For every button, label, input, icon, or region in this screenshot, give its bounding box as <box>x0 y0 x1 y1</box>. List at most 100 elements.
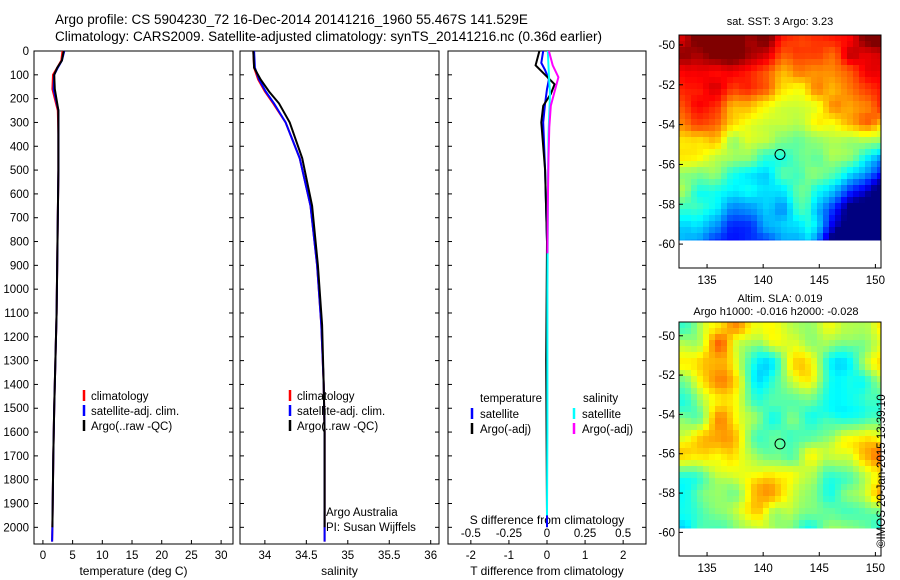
heatmap-cell <box>691 364 698 371</box>
heatmap-cell <box>823 149 830 156</box>
heatmap-cell <box>853 179 860 186</box>
heatmap-cell <box>745 418 752 425</box>
heatmap-cell <box>697 370 704 377</box>
heatmap-cell <box>853 41 860 48</box>
heatmap-cell <box>811 239 818 241</box>
heatmap-cell <box>793 490 800 497</box>
heatmap-cell <box>859 83 866 90</box>
heatmap-cell <box>811 328 818 335</box>
heatmap-cell <box>811 233 818 240</box>
heatmap-cell <box>847 221 854 228</box>
heatmap-cell <box>709 370 716 377</box>
heatmap-cell <box>745 143 752 150</box>
heatmap-cell <box>793 59 800 66</box>
heatmap-cell <box>715 203 722 210</box>
heatmap-cell <box>763 101 770 108</box>
heatmap-cell <box>739 484 746 491</box>
heatmap-cell <box>715 394 722 401</box>
heatmap-cell <box>823 508 830 515</box>
heatmap-cell <box>787 388 794 395</box>
heatmap-cell <box>751 352 758 359</box>
heatmap-cell <box>721 520 728 527</box>
heatmap-cell <box>763 490 770 497</box>
heatmap-cell <box>685 478 692 485</box>
heatmap-cell <box>679 197 686 204</box>
heatmap-cell <box>685 424 692 431</box>
heatmap-cell <box>781 352 788 359</box>
y-tick-label: 600 <box>10 189 29 201</box>
map-y-tick-label: -50 <box>658 331 675 343</box>
heatmap-cell <box>859 101 866 108</box>
heatmap-cell <box>739 137 746 144</box>
heatmap-cell <box>685 107 692 114</box>
heatmap-cell <box>691 418 698 425</box>
heatmap-cell <box>877 442 882 449</box>
heatmap-cell <box>835 502 842 509</box>
heatmap-cell <box>697 472 704 479</box>
heatmap-cell <box>793 520 800 527</box>
heatmap-cell <box>781 424 788 431</box>
heatmap-cell <box>727 185 734 192</box>
heatmap-cell <box>703 47 710 54</box>
heatmap-cell <box>841 65 848 72</box>
heatmap-cell <box>799 59 806 66</box>
heatmap-cell <box>811 478 818 485</box>
heatmap-cell <box>787 424 794 431</box>
heatmap-cell <box>787 101 794 108</box>
heatmap-cell <box>697 215 704 222</box>
heatmap-cell <box>751 484 758 491</box>
heatmap-cell <box>703 430 710 437</box>
y-tick-label: 2000 <box>3 522 29 534</box>
heatmap-cell <box>829 328 836 335</box>
heatmap-cell <box>865 107 872 114</box>
heatmap-cell <box>751 239 758 241</box>
heatmap-cell <box>877 496 882 503</box>
heatmap-cell <box>859 125 866 132</box>
heatmap-cell <box>835 388 842 395</box>
heatmap-cell <box>769 197 776 204</box>
heatmap-cell <box>757 508 764 515</box>
heatmap-cell <box>823 526 830 529</box>
heatmap-cell <box>769 113 776 120</box>
heatmap-cell <box>841 77 848 84</box>
heatmap-cell <box>709 197 716 204</box>
heatmap-cell <box>769 149 776 156</box>
heatmap-cell <box>685 394 692 401</box>
heatmap-cell <box>745 101 752 108</box>
heatmap-cell <box>703 514 710 521</box>
heatmap-cell <box>715 59 722 66</box>
heatmap-cell <box>715 155 722 162</box>
heatmap-cell <box>733 191 740 198</box>
heatmap-cell <box>859 239 866 241</box>
heatmap-cell <box>757 65 764 72</box>
heatmap-cell <box>853 412 860 419</box>
heatmap-cell <box>691 406 698 413</box>
heatmap-cell <box>697 161 704 168</box>
heatmap-cell <box>745 514 752 521</box>
heatmap-cell <box>721 197 728 204</box>
heatmap-cell <box>691 514 698 521</box>
heatmap-cell <box>841 35 848 42</box>
heatmap-cell <box>685 113 692 120</box>
heatmap-cell <box>745 460 752 467</box>
heatmap-cell <box>751 442 758 449</box>
heatmap-cell <box>697 322 704 329</box>
heatmap-cell <box>691 352 698 359</box>
heatmap-cell <box>709 119 716 126</box>
heatmap-cell <box>763 364 770 371</box>
heatmap-cell <box>739 466 746 473</box>
heatmap-cell <box>829 472 836 479</box>
heatmap-cell <box>745 215 752 222</box>
heatmap-cell <box>787 197 794 204</box>
heatmap-cell <box>733 95 740 102</box>
top-x-tick-label: -0.25 <box>496 528 522 540</box>
heatmap-cell <box>697 394 704 401</box>
heatmap-cell <box>811 454 818 461</box>
heatmap-cell <box>763 514 770 521</box>
heatmap-cell <box>847 65 854 72</box>
heatmap-cell <box>793 215 800 222</box>
heatmap-cell <box>823 430 830 437</box>
heatmap-cell <box>757 209 764 216</box>
heatmap-cell <box>775 167 782 174</box>
y-tick-label: 1800 <box>3 475 29 487</box>
